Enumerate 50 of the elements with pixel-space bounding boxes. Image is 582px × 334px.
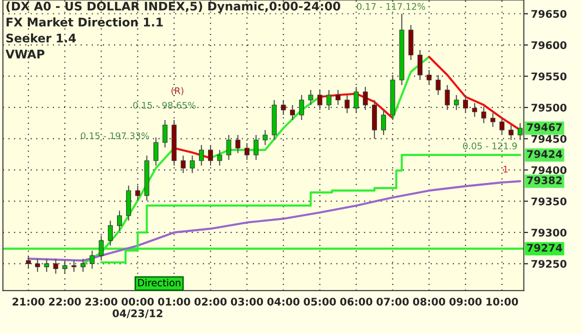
y-tick-label: 79450	[531, 134, 566, 143]
y-tick-label: 79300	[531, 228, 566, 237]
candlestick	[381, 109, 386, 136]
candlestick	[262, 129, 268, 146]
candlestick	[308, 89, 314, 106]
candlestick	[490, 112, 496, 128]
annotation: 1	[504, 166, 508, 172]
candlestick	[198, 144, 204, 166]
y-tick-label: 79250	[531, 260, 566, 268]
x-tick-label: 21:00	[12, 298, 44, 306]
annotation: Seeker 1.4	[6, 33, 76, 43]
x-tick-label: 07:00	[376, 298, 409, 306]
candlestick	[499, 116, 504, 136]
annotation: 79382	[527, 176, 562, 184]
annotation: (R)	[172, 87, 184, 96]
x-tick-label: 08:00	[413, 298, 446, 306]
annotation: 79467	[527, 123, 562, 132]
candlestick	[162, 119, 168, 148]
y-tick-label: 79400	[531, 166, 566, 174]
annotation: 0.17 - 117.12%	[356, 3, 426, 10]
chart-title: (DX A0 - US DOLLAR INDEX,5) Dynamic,0:00-24:00	[6, 1, 340, 13]
annotation: 79424	[527, 150, 562, 158]
annotation: FX Market Direction 1.1	[6, 17, 163, 27]
x-tick-label: 04:00	[267, 298, 300, 306]
x-tick-label: 23:00	[86, 298, 118, 306]
x-tick-label: 02:00	[194, 298, 227, 306]
annotation: Direction	[138, 278, 180, 286]
x-tick-label: 01:00	[158, 298, 190, 306]
x-tick-label: 22:00	[49, 298, 81, 306]
ref-line-label: 79274	[527, 244, 562, 252]
y-tick-label: 79650	[531, 10, 566, 18]
annotation: VWAP	[6, 50, 44, 58]
y-tick-label: 79350	[531, 197, 566, 206]
x-tick-label: 10:00	[486, 298, 518, 306]
candlestick	[418, 49, 422, 81]
candlestick	[217, 149, 222, 166]
annotation: 0.15 - 98.65%	[133, 102, 196, 109]
x-tick-label: 09:00	[449, 298, 482, 306]
candlestick	[518, 122, 523, 141]
candlestick	[190, 155, 195, 174]
candlestick	[336, 89, 340, 106]
x-tick-label: 06:00	[340, 298, 372, 306]
annotation: 0.05 - 121.9	[463, 142, 517, 150]
y-tick-label: 79500	[531, 104, 566, 112]
x-tick-label: 03:00	[230, 298, 264, 306]
x-tick-label: 05:00	[304, 298, 336, 306]
y-tick-label: 79550	[531, 72, 566, 80]
candlestick	[290, 104, 295, 121]
y-tick-label: 79600	[531, 41, 566, 50]
annotation: 0.15 - 197.33%	[80, 132, 150, 140]
